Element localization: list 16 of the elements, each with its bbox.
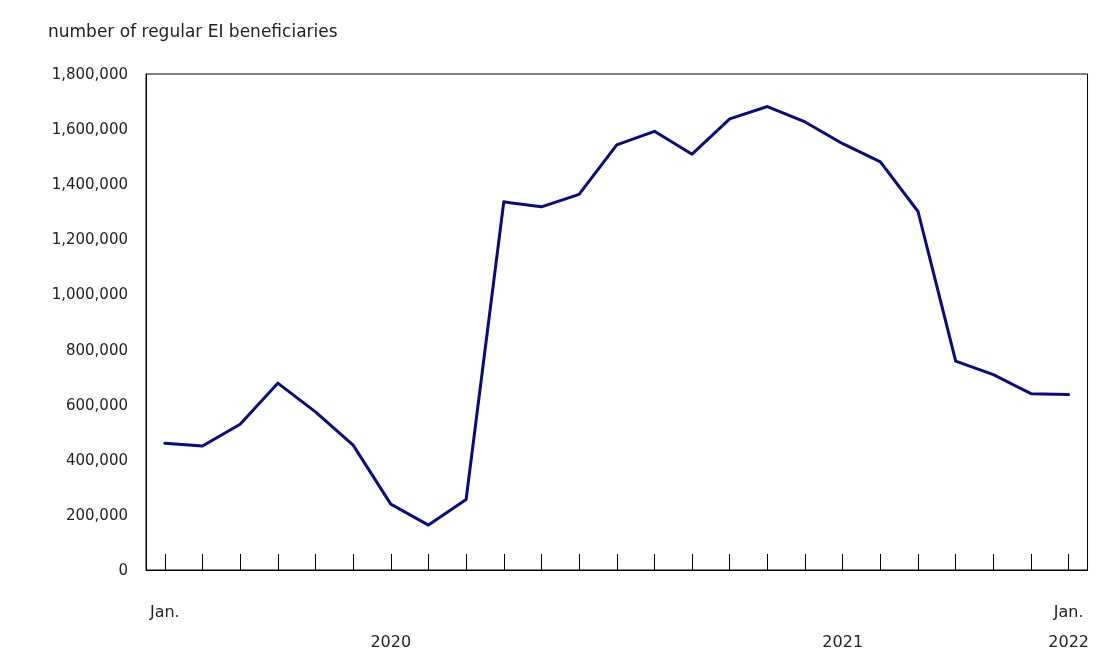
x-tick-label: 2021 — [822, 631, 864, 651]
y-tick-label: 1,000,000 — [51, 285, 128, 304]
y-tick-label: 400,000 — [65, 450, 128, 469]
x-tick-label: 2020 — [370, 631, 412, 651]
y-tick-label: 600,000 — [65, 395, 128, 414]
y-tick-label: 1,800,000 — [51, 65, 128, 83]
y-tick-label: 1,400,000 — [51, 175, 128, 194]
y-tick-label: 0 — [118, 561, 128, 579]
x-tick-label: Jan. 2022 — [1048, 601, 1090, 651]
y-tick-label: 200,000 — [65, 505, 128, 524]
y-tick-label: 1,600,000 — [51, 120, 128, 139]
y-tick-label: 800,000 — [65, 340, 128, 359]
x-tick-label: Jan. — [148, 601, 180, 621]
y-axis-title: number of regular EI beneficiaries — [48, 20, 338, 41]
line-series — [163, 105, 1071, 527]
y-tick-label: 1,200,000 — [51, 230, 128, 249]
